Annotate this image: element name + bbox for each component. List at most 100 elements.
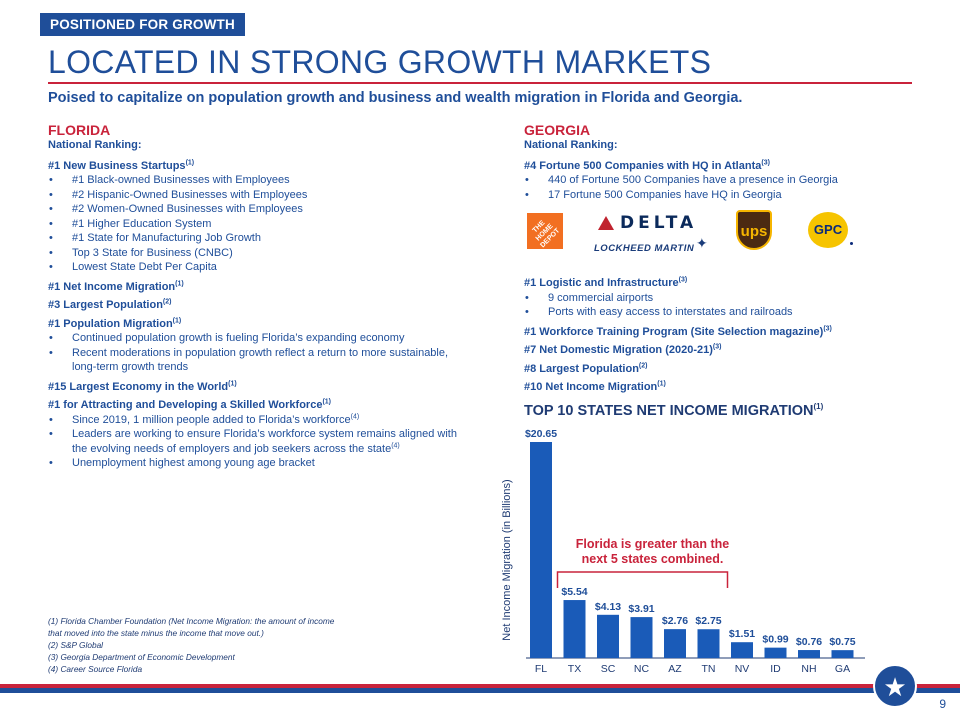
list-item: #1 State for Manufacturing Job Growth (48, 231, 458, 246)
data-label: $0.99 (762, 634, 788, 646)
ranking-heading: #7 Net Domestic Migration (2020-21)(3) (524, 343, 722, 356)
footnotes: (1) Florida Chamber Foundation (Net Inco… (48, 615, 348, 675)
page-subtitle: Poised to capitalize on population growt… (48, 90, 743, 106)
ranking-bullets: #1 Black-owned Businesses with Employees… (48, 173, 458, 275)
florida-column: FLORIDA National Ranking: #1 New Busines… (48, 122, 458, 476)
ranking-heading: #1 Net Income Migration(1) (48, 279, 184, 293)
gpc-registered-dot (850, 242, 853, 245)
lockheed-martin-logo: LOCKHEED MARTIN (594, 243, 695, 254)
georgia-heading: GEORGIA (524, 122, 591, 138)
footnote-item: (1) Florida Chamber Foundation (Net Inco… (48, 616, 335, 638)
bar-nv (731, 642, 753, 658)
x-tick-label: NV (735, 663, 750, 675)
florida-national-ranking: National Ranking: (48, 139, 142, 151)
page-number: 9 (939, 697, 946, 711)
data-label: $4.13 (595, 601, 621, 613)
ranking-heading: #10 Net Income Migration(1) (524, 380, 666, 393)
list-item: Leaders are working to ensure Florida’s … (48, 427, 458, 456)
gpc-logo: GPC (808, 212, 848, 248)
list-item: #1 Higher Education System (48, 217, 458, 232)
ranking-heading: #1 Workforce Training Program (Site Sele… (524, 324, 832, 338)
footnote-ref: (3) (823, 324, 832, 332)
list-item: Since 2019, 1 million people added to Fl… (48, 413, 458, 428)
footnote-ref: (4) (350, 412, 360, 420)
data-label: $2.75 (695, 615, 721, 627)
ranking-bullets: 9 commercial airportsPorts with easy acc… (524, 291, 924, 320)
lockheed-star-icon: ✦ (696, 235, 708, 251)
footnote-ref: (1) (185, 158, 195, 166)
delta-triangle-icon (598, 216, 614, 230)
list-item: 440 of Fortune 500 Companies have a pres… (524, 173, 924, 188)
ranking-heading: #4 Fortune 500 Companies with HQ in Atla… (524, 158, 770, 172)
footnote-ref: (1) (228, 379, 237, 387)
footnote-ref: (1) (322, 398, 332, 406)
x-tick-label: TN (702, 663, 716, 675)
data-label: $1.51 (729, 628, 755, 640)
section-tag: POSITIONED FOR GROWTH (40, 13, 245, 36)
annotation-bracket (556, 571, 729, 588)
bar-nh (798, 650, 820, 658)
footnote-item: (4) Career Source Florida (48, 664, 143, 674)
ranking-heading: #1 Logistic and Infrastructure(3) (524, 276, 688, 289)
data-label: $0.76 (796, 636, 822, 648)
x-tick-label: NH (801, 663, 816, 675)
title-divider (48, 82, 912, 84)
ranking-heading: #1 for Attracting and Developing a Skill… (48, 398, 332, 411)
bar-tn (697, 629, 720, 658)
data-label: $5.54 (561, 586, 587, 598)
list-item: #2 Hispanic-Owned Businesses with Employ… (48, 188, 458, 203)
fortune-500-logos: THE HOME DEPOT DELTA LOCKHEED MARTIN ✦ u… (524, 208, 924, 272)
ranking-bullets: 440 of Fortune 500 Companies have a pres… (524, 173, 924, 202)
list-item: 17 Fortune 500 Companies have HQ in Geor… (524, 188, 924, 203)
x-tick-label: GA (835, 663, 850, 675)
florida-sections: #1 New Business Startups(1)#1 Black-owne… (48, 159, 458, 471)
income-migration-bar-chart: Net Income Migration (in Billions) $20.65… (501, 428, 865, 675)
x-tick-label: TX (568, 663, 581, 675)
footnote-ref: (1) (657, 380, 666, 388)
florida-heading: FLORIDA (48, 122, 111, 138)
bar-id (764, 647, 787, 658)
home-depot-logo: THE HOME DEPOT (527, 213, 563, 249)
ranking-heading: #1 Population Migration(1) (48, 316, 182, 330)
list-item: Lowest State Debt Per Capita (48, 260, 458, 275)
georgia-national-ranking: National Ranking: (524, 139, 618, 151)
footnote-ref: (2) (162, 298, 172, 306)
chart-title: TOP 10 STATES NET INCOME MIGRATION(1) (524, 402, 824, 419)
footnote-item: (2) S&P Global (48, 640, 104, 650)
footer-band-blue (0, 688, 960, 693)
footnote-ref: (3) (712, 343, 722, 351)
chart-title-note: (1) (813, 402, 824, 411)
list-item: #2 Women-Owned Businesses with Employees (48, 202, 458, 217)
list-item: Ports with easy access to interstates an… (524, 305, 924, 320)
ranking-heading: #15 Largest Economy in the World(1) (48, 379, 237, 393)
georgia-top-section: #4 Fortune 500 Companies with HQ in Atla… (524, 159, 924, 203)
ranking-bullets: Since 2019, 1 million people added to Fl… (48, 413, 458, 471)
data-label: $0.75 (829, 636, 855, 648)
delta-logo: DELTA (598, 214, 697, 232)
list-item: Top 3 State for Business (CNBC) (48, 246, 458, 261)
ranking-heading: #8 Largest Population(2) (524, 361, 648, 375)
footnote-ref: (3) (761, 158, 770, 166)
bar-ga (831, 650, 854, 658)
page-title: LOCATED IN STRONG GROWTH MARKETS (48, 44, 712, 80)
footnote-ref: (2) (638, 361, 648, 369)
x-tick-label: ID (770, 663, 781, 675)
bar-nc (630, 617, 653, 658)
list-item: Unemployment highest among young age bra… (48, 456, 458, 471)
ups-logo: ups (736, 210, 772, 250)
ranking-bullets: Continued population growth is fueling F… (48, 331, 458, 375)
footnote-item: (3) Georgia Department of Economic Devel… (48, 652, 235, 662)
x-tick-label: SC (601, 663, 616, 675)
chart-annotation: Florida is greater than the next 5 states… (576, 537, 730, 566)
bar-az (664, 629, 686, 658)
georgia-sections: #1 Logistic and Infrastructure(3) 9 comme… (524, 276, 924, 395)
list-item: Recent moderations in population growth … (48, 346, 458, 375)
y-axis-label: Net Income Migration (in Billions) (501, 479, 513, 640)
footer-band-red (0, 684, 960, 688)
star-logo-icon: ★ (873, 664, 917, 708)
footnote-ref: (1) (172, 316, 182, 324)
ranking-heading: #3 Largest Population(2) (48, 298, 172, 311)
ranking-heading: #1 New Business Startups(1) (48, 158, 195, 172)
footnote-ref: (1) (175, 279, 184, 287)
x-tick-label: NC (634, 663, 650, 675)
